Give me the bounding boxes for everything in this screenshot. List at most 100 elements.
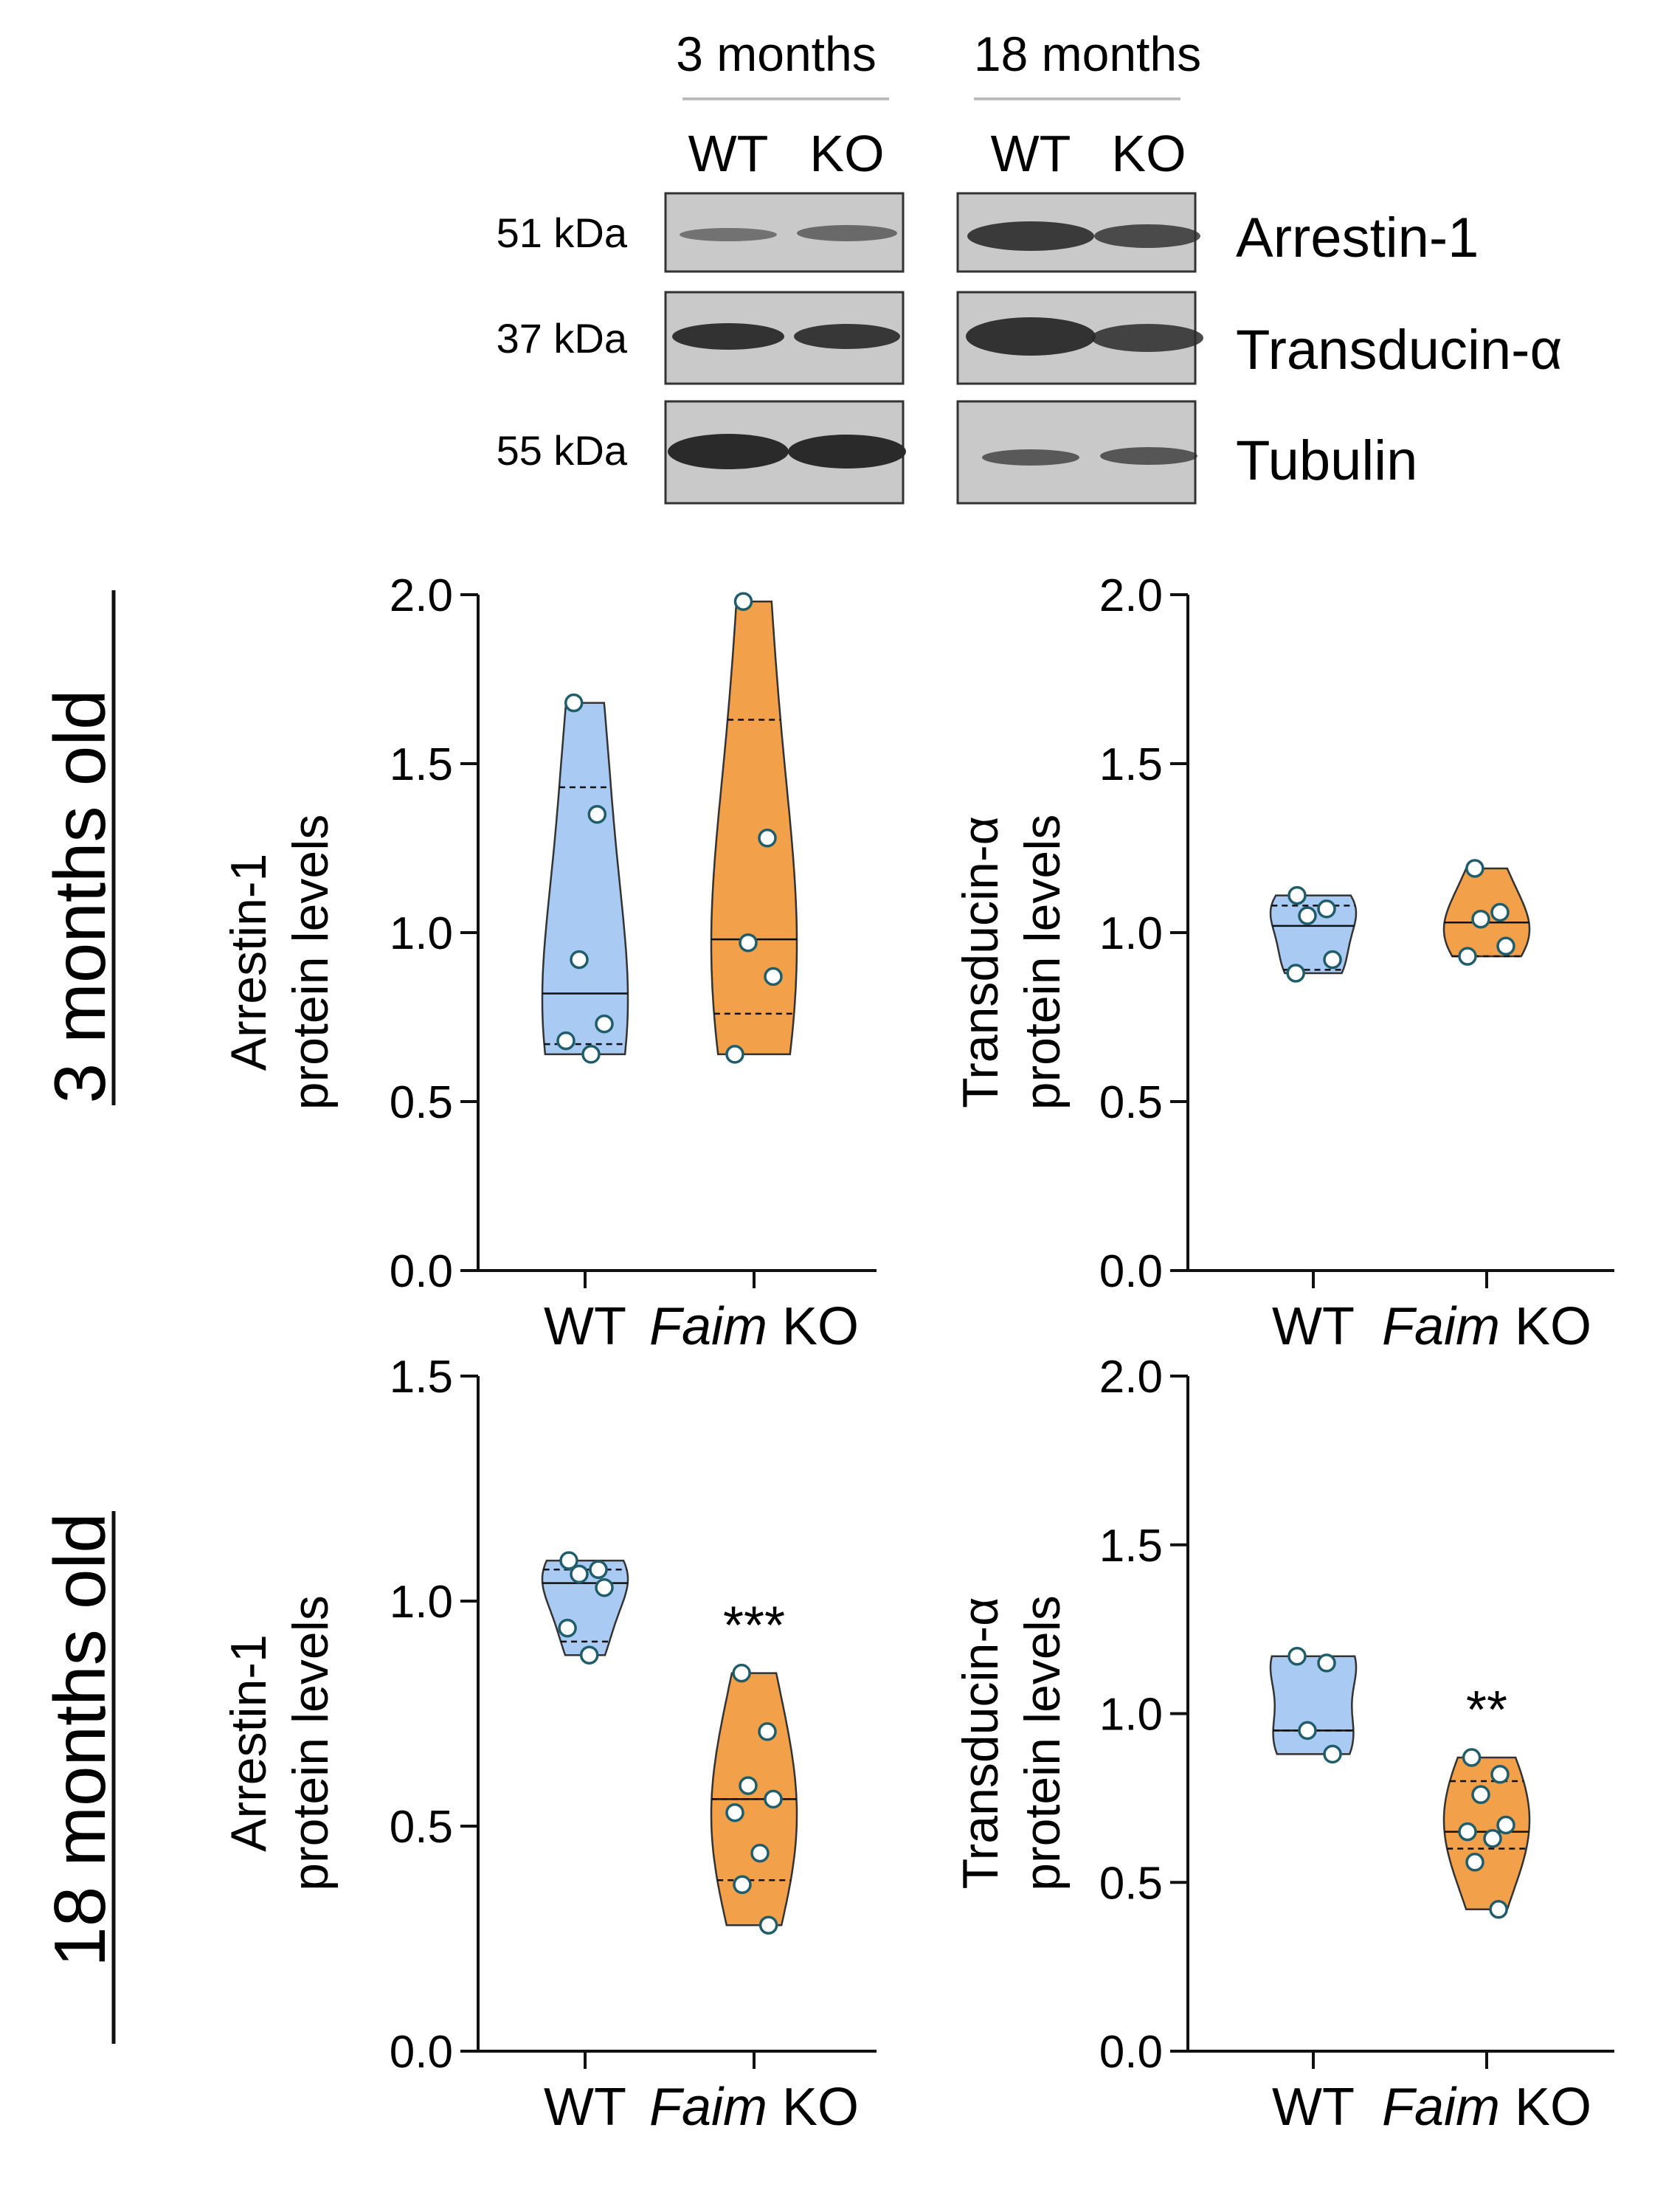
blot-kda-label: 37 kDa [497, 315, 628, 362]
y-tick-label: 1.5 [390, 1352, 453, 1403]
data-point [581, 1045, 601, 1064]
data-point [595, 1014, 614, 1034]
data-point [1458, 947, 1477, 966]
data-point [1496, 1815, 1515, 1835]
data-point [587, 804, 607, 824]
y-tick-label: 1.0 [1099, 1690, 1163, 1741]
data-point [1323, 1744, 1342, 1764]
data-point [1462, 1748, 1482, 1767]
y-tick-label: 0.5 [1099, 1858, 1163, 1909]
data-point [733, 592, 753, 611]
blot-group-label: 3 months [676, 27, 876, 81]
y-axis-label: protein levels [1014, 815, 1071, 1110]
y-tick-label: 2.0 [1099, 1352, 1163, 1403]
y-tick-label: 0.0 [390, 1246, 453, 1297]
data-point [1490, 902, 1510, 922]
violin-body [541, 702, 629, 1056]
blot-band [1100, 447, 1197, 465]
y-tick-label: 1.5 [390, 739, 453, 790]
data-point [556, 1031, 575, 1051]
blot-band [967, 221, 1094, 251]
blot-kda-label: 51 kDa [497, 210, 628, 256]
x-tick-label: WT [544, 2078, 626, 2137]
blot-band [794, 324, 900, 349]
blot-lane-label: KO [1111, 125, 1186, 182]
y-tick-label: 0.0 [390, 2027, 453, 2078]
data-point [1471, 1785, 1490, 1805]
y-axis-label: Transducin-α [953, 1597, 1009, 1890]
y-tick-label: 1.0 [390, 908, 453, 959]
violin-plot-arrestin-18mo: 0.0 0.5 1.0 1.5 Arrestin-1 protein levels WT Fa… [221, 1352, 877, 2137]
data-point [570, 1564, 589, 1584]
data-point [558, 1618, 577, 1638]
data-point [579, 1645, 599, 1665]
blot-lane-label: WT [688, 125, 769, 182]
data-point [1323, 950, 1342, 970]
data-point [1287, 885, 1307, 905]
blot-bands [668, 221, 1203, 469]
data-point [1298, 1721, 1317, 1741]
data-point [750, 1843, 770, 1863]
row-label: 18 months old [39, 1513, 120, 1967]
x-tick-label: WT [1272, 1297, 1355, 1356]
y-axis-label: Arrestin-1 [221, 1634, 277, 1852]
violin-body [1269, 894, 1358, 975]
y-tick-label: 0.0 [1099, 1246, 1163, 1297]
y-tick-label: 0.5 [390, 1802, 453, 1853]
data-point [758, 1722, 777, 1741]
blot-lane-label: WT [991, 125, 1071, 182]
blot-band [1091, 324, 1203, 352]
significance-label: ** [1466, 1681, 1507, 1740]
data-point [725, 1045, 744, 1064]
y-tick-label: 2.0 [1099, 570, 1163, 621]
data-point [725, 1803, 744, 1822]
data-point [758, 829, 777, 848]
data-point [1471, 909, 1490, 929]
data-point [1317, 1653, 1336, 1673]
data-point [595, 1577, 614, 1597]
data-point [1483, 1829, 1502, 1848]
blot-kda-label: 55 kDa [497, 427, 628, 474]
data-point [1496, 936, 1515, 956]
blot-protein-label: Arrestin-1 [1236, 207, 1479, 269]
data-point [733, 1875, 752, 1895]
violin-body [710, 600, 798, 1056]
data-point [589, 1560, 608, 1580]
data-point [1317, 899, 1336, 919]
y-tick-label: 1.5 [1099, 739, 1163, 790]
blot-band [797, 225, 897, 241]
blot-protein-label: Tubulin [1236, 429, 1417, 492]
y-axis-label: Transducin-α [953, 816, 1009, 1108]
data-point [1287, 1646, 1307, 1666]
y-tick-label: 0.5 [390, 1077, 453, 1128]
y-tick-label: 0.5 [1099, 1077, 1163, 1128]
blot-band [680, 228, 777, 241]
data-point [739, 933, 758, 953]
x-tick-label: WT [1272, 2078, 1355, 2137]
x-tick-label: Faim KO [1382, 1297, 1591, 1356]
row-label-group: 3 months old 18 months old [39, 590, 120, 2044]
blot-lane-label: KO [809, 125, 884, 182]
blot-band [788, 435, 906, 469]
blot-band [982, 449, 1079, 466]
data-point [739, 1776, 758, 1795]
violin-plot-arrestin-3mo: 0.0 0.5 1.0 1.5 2.0 Arrestin-1 protein levels W… [221, 570, 877, 1356]
y-tick-label: 1.0 [390, 1577, 453, 1628]
x-tick-label: WT [544, 1297, 626, 1356]
row-label: 3 months old [39, 689, 120, 1103]
data-point [559, 1551, 578, 1570]
y-axis-label: protein levels [1014, 1595, 1071, 1891]
data-point [570, 950, 589, 970]
data-point [1490, 1765, 1510, 1784]
y-axis-label: Arrestin-1 [221, 854, 277, 1071]
significance-label: *** [723, 1597, 785, 1656]
y-tick-label: 1.5 [1099, 1521, 1163, 1572]
data-point [1489, 1900, 1508, 1919]
data-point [1465, 1853, 1484, 1872]
y-tick-label: 2.0 [390, 570, 453, 621]
blot-band [672, 323, 784, 350]
data-point [764, 1789, 783, 1809]
data-point [564, 693, 584, 713]
y-tick-label: 0.0 [1099, 2027, 1163, 2078]
